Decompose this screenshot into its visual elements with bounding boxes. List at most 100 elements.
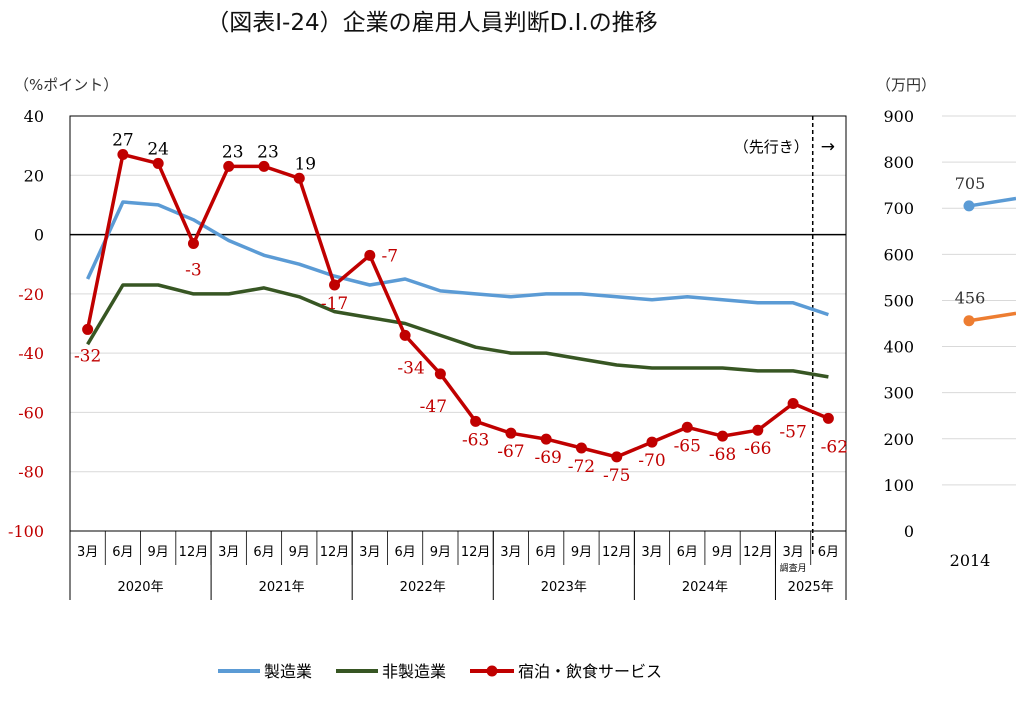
y-axis-label: （万円） — [876, 76, 936, 94]
x-tick-label: 12月 — [602, 545, 632, 560]
data-point — [822, 412, 834, 424]
legend-label: 宿泊・飲食サービス — [518, 662, 662, 681]
data-point — [505, 427, 517, 439]
y-tick-label: 800 — [883, 153, 914, 172]
forecast-label: （先行き） — [734, 138, 809, 156]
legend-label: 非製造業 — [382, 662, 446, 681]
x-tick-label: 3月 — [500, 545, 521, 560]
x-tick-label: 3月 — [218, 545, 239, 560]
series-line-1 — [968, 196, 1016, 208]
year-label: 2021年 — [259, 580, 305, 595]
y-tick-label: -100 — [8, 522, 44, 541]
y-tick-label: 600 — [883, 245, 914, 264]
data-point — [399, 329, 411, 341]
data-point — [681, 421, 693, 433]
data-label: -34 — [397, 358, 424, 378]
data-point — [434, 368, 446, 380]
x-tick-label: 12月 — [320, 545, 350, 560]
data-point — [329, 279, 341, 291]
y-tick-label: 20 — [24, 166, 44, 185]
data-point — [575, 442, 587, 454]
x-tick-label: 3月 — [641, 545, 662, 560]
x-tick-label: 9月 — [289, 545, 310, 560]
legend-marker — [486, 665, 498, 677]
forecast-arrow: → — [821, 137, 835, 157]
data-label: 705 — [955, 174, 986, 193]
x-tick-label: 6月 — [818, 545, 839, 560]
data-point — [187, 237, 199, 249]
y-tick-label: 40 — [24, 107, 44, 126]
x-tick-label: 12月 — [179, 545, 209, 560]
series-line-2 — [968, 311, 1016, 323]
y-tick-label: 900 — [883, 107, 914, 126]
x-tick-label: 9月 — [148, 545, 169, 560]
data-point — [223, 160, 235, 172]
data-label: -7 — [382, 246, 399, 266]
data-point — [293, 172, 305, 184]
side-chart: （万円） 900 800 700 600 500 400 300 200 100 0 2014 705 4… — [876, 76, 1016, 570]
data-label: 456 — [955, 289, 986, 308]
survey-month-note: 調査月 — [780, 562, 807, 574]
x-tick-label: 6月 — [253, 545, 274, 560]
data-point — [470, 415, 482, 427]
data-label: -75 — [603, 466, 630, 486]
data-label: -68 — [709, 445, 736, 465]
data-point — [717, 430, 729, 442]
y-axis-label: （%ポイント） — [14, 76, 118, 94]
series-line-2 — [86, 283, 829, 379]
x-tick-label: 12月 — [461, 545, 491, 560]
legend: 製造業 非製造業 宿泊・飲食サービス — [218, 662, 662, 681]
data-label: -32 — [74, 346, 101, 366]
data-label: -47 — [420, 397, 447, 417]
data-point — [963, 315, 975, 327]
data-label: 23 — [222, 142, 244, 162]
data-point — [752, 424, 764, 436]
series-line-3 — [85, 152, 830, 459]
data-label: 23 — [257, 142, 279, 162]
data-point — [364, 249, 376, 261]
series-line-1 — [86, 200, 829, 317]
x-tick-label: 6月 — [677, 545, 698, 560]
x-tick-label: 3月 — [77, 545, 98, 560]
y-tick-label: 300 — [883, 384, 914, 403]
x-tick-label: 6月 — [394, 545, 415, 560]
chart-title: （図表Ⅰ-24）企業の雇用人員判断D.I.の推移 — [206, 10, 657, 36]
main-chart: 40 20 0 -20 -40 -60 -80 -100 （%ポイント） （先行き） → 3月 6月 9月… — [8, 76, 848, 600]
data-label: -17 — [321, 294, 348, 314]
y-tick-label: 400 — [883, 338, 914, 357]
year-label: 2022年 — [400, 580, 446, 595]
x-tick-label: 2014 — [950, 551, 991, 570]
data-point — [117, 149, 129, 161]
x-tick-label: 6月 — [536, 545, 557, 560]
data-label: -65 — [674, 436, 701, 456]
y-tick-label: -60 — [18, 403, 44, 422]
data-point — [611, 451, 623, 463]
x-tick-label: 12月 — [743, 545, 773, 560]
data-label: -72 — [568, 457, 595, 477]
data-label: -69 — [534, 448, 561, 468]
data-point — [787, 398, 799, 410]
data-label: -70 — [638, 451, 665, 471]
plot-frame — [69, 115, 847, 532]
data-point — [258, 160, 270, 172]
y-tick-label: 0 — [904, 522, 914, 541]
year-label: 2023年 — [541, 580, 587, 595]
legend-label: 製造業 — [264, 662, 312, 681]
data-point — [540, 433, 552, 445]
x-tick-label: 9月 — [712, 545, 733, 560]
year-label: 2020年 — [117, 580, 163, 595]
data-point — [82, 323, 94, 335]
y-tick-label: -40 — [18, 344, 44, 363]
data-label: 19 — [294, 154, 316, 174]
y-tick-label: 0 — [34, 226, 44, 245]
x-tick-label: 9月 — [430, 545, 451, 560]
y-tick-label: -80 — [18, 463, 44, 482]
year-label: 2025年 — [788, 580, 834, 595]
y-tick-label: 700 — [883, 199, 914, 218]
data-point — [963, 200, 975, 212]
year-label: 2024年 — [682, 580, 728, 595]
data-label: -3 — [185, 260, 202, 280]
data-label: -63 — [462, 430, 489, 450]
y-tick-label: 200 — [883, 430, 914, 449]
